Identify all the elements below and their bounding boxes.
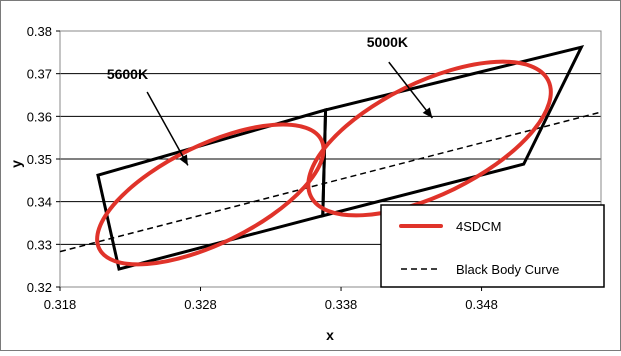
y-tick-labels: 0.32 0.33 0.34 0.35 0.36 0.37 0.38 — [27, 24, 60, 295]
ellipses — [95, 59, 553, 267]
annotations: 5600K 5000K — [107, 34, 433, 166]
ellipse-4sdcm-5000k — [306, 59, 553, 218]
y-tick-label: 0.33 — [27, 237, 52, 252]
annotation-5000k-arrowhead — [422, 107, 433, 119]
annotation-5600k-arrow — [146, 91, 189, 166]
y-tick-label: 0.36 — [27, 109, 52, 124]
y-tick-label: 0.35 — [27, 152, 52, 167]
x-tick-label: 0.338 — [325, 297, 358, 312]
series-layer — [59, 111, 602, 253]
y-axis-label: y — [8, 160, 24, 168]
x-tick-label: 0.328 — [184, 297, 217, 312]
legend-label-4sdcm: 4SDCM — [456, 219, 502, 234]
annotation-5000k-arrow — [388, 61, 433, 119]
legend: 4SDCM Black Body Curve — [380, 204, 605, 288]
y-tick-label: 0.38 — [27, 24, 52, 39]
y-tick-label: 0.32 — [27, 280, 52, 295]
annotation-5600k-arrowhead — [179, 154, 188, 166]
y-tick-label: 0.37 — [27, 67, 52, 82]
series-black-body-curve — [59, 111, 602, 253]
quadrangles — [96, 44, 585, 271]
legend-box — [380, 204, 605, 288]
ellipse-4sdcm-5600k — [95, 122, 326, 267]
y-tick-label: 0.34 — [27, 195, 52, 210]
legend-label-black-body: Black Body Curve — [456, 262, 559, 277]
x-tick-labels: 0.318 0.328 0.338 0.348 — [44, 287, 498, 312]
x-axis-label: x — [326, 327, 334, 343]
annotation-5000k-label: 5000K — [367, 34, 408, 50]
x-tick-label: 0.318 — [44, 297, 77, 312]
quadrangle-5000k — [321, 44, 585, 218]
x-tick-label: 0.348 — [465, 297, 498, 312]
annotation-5600k-label: 5600K — [107, 66, 148, 82]
